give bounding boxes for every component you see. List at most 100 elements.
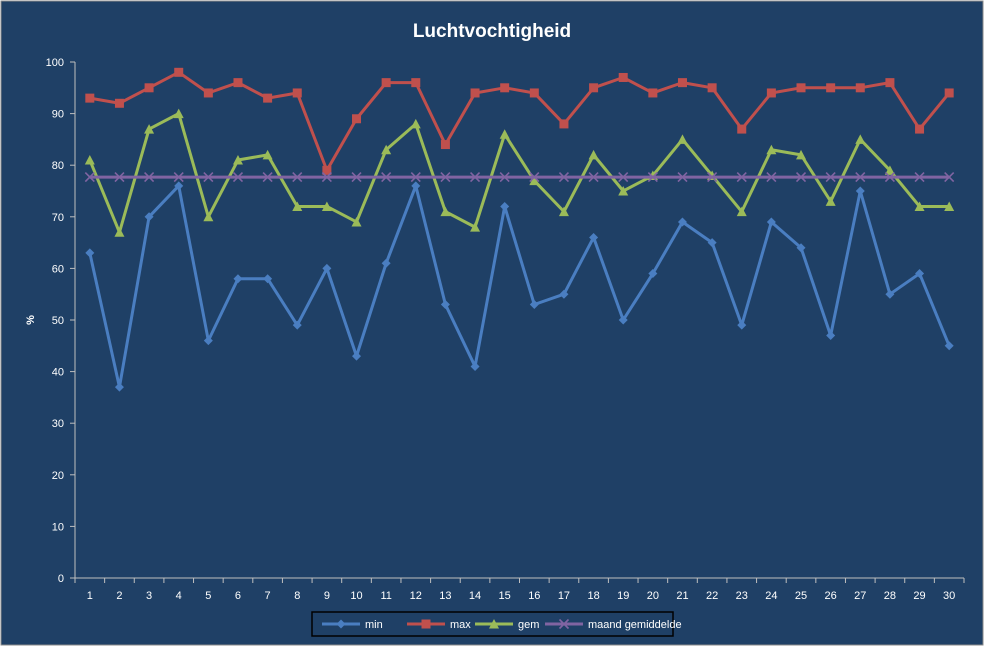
data-point [469,172,481,183]
data-point [529,88,539,98]
legend-item: gem [475,619,539,631]
x-tick-label: 13 [439,590,451,602]
legend-swatch-marker [489,619,499,629]
legend-swatch-marker [421,619,431,629]
data-point [321,201,332,211]
series-gem [84,108,955,237]
x-tick-label: 15 [499,590,511,602]
data-point [559,289,569,299]
data-point [203,88,213,98]
data-point [144,83,154,93]
data-point [944,341,954,351]
data-point [766,172,777,183]
data-point [618,315,628,325]
data-point [203,211,214,222]
data-point [500,83,510,93]
y-tick-label: 60 [52,263,64,275]
y-tick-label: 100 [46,57,64,69]
y-tick-label: 0 [58,573,64,585]
data-point [825,172,836,183]
data-point [233,78,243,88]
data-point [381,144,392,155]
data-point [914,172,925,183]
legend-label: gem [518,619,539,631]
y-tick-label: 80 [52,160,64,172]
data-point [915,269,925,279]
data-point [85,93,95,103]
y-tick-label: 50 [52,315,64,327]
data-point [677,78,687,88]
data-point [707,83,717,93]
data-point [588,172,599,183]
data-point [292,172,303,183]
x-tick-label: 12 [410,590,422,602]
x-tick-label: 11 [380,590,391,602]
data-point [648,269,658,279]
data-point [944,88,954,98]
data-point [944,201,955,211]
data-point [736,206,747,217]
data-point [174,67,184,77]
data-point [411,78,421,88]
data-point [736,172,747,183]
data-point [352,351,362,361]
data-point [114,98,124,108]
data-point [855,172,866,183]
data-point [233,274,243,284]
x-tick-label: 25 [795,590,807,602]
data-point [707,172,718,183]
data-point [381,258,391,268]
data-point [411,181,421,191]
data-point [381,172,392,183]
data-point [558,172,570,183]
data-point [440,300,450,310]
legend-item: min [322,619,383,631]
data-point [263,274,273,284]
x-tick-label: 26 [825,590,837,602]
x-tick-label: 23 [736,590,748,602]
data-point [203,172,214,183]
data-point [470,88,480,98]
data-point [618,172,629,183]
data-point [677,134,688,144]
x-tick-label: 30 [943,590,955,602]
legend-item: maand gemiddelde [545,618,682,631]
legend-swatch-marker [558,618,570,630]
data-point [737,124,747,134]
data-point [796,149,807,160]
x-tick-label: 1 [87,590,93,602]
data-point [114,172,125,183]
x-tick-label: 6 [235,590,241,602]
data-point [589,232,599,242]
series-maand-gemiddelde [84,172,955,183]
data-point [292,201,303,211]
x-tick-label: 17 [558,590,570,602]
data-point [440,140,450,150]
data-point [144,124,155,134]
data-point [500,201,510,211]
y-tick-label: 10 [52,521,64,533]
data-point [796,83,806,93]
data-point [410,172,421,183]
data-point [825,196,836,206]
x-tick-label: 28 [884,590,896,602]
y-tick-label: 20 [52,470,64,482]
data-point [618,186,629,196]
data-point [84,155,95,165]
data-point [884,172,895,183]
legend-label: maand gemiddelde [588,619,682,631]
data-point [529,175,540,186]
y-tick-label: 40 [52,367,64,379]
data-point [766,88,776,98]
data-point [114,227,125,237]
x-tick-label: 3 [146,590,152,602]
data-point [322,263,332,273]
x-tick-label: 9 [324,590,330,602]
data-point [677,217,687,227]
legend-label: min [365,619,383,631]
data-point [795,172,807,183]
data-point [321,172,332,183]
